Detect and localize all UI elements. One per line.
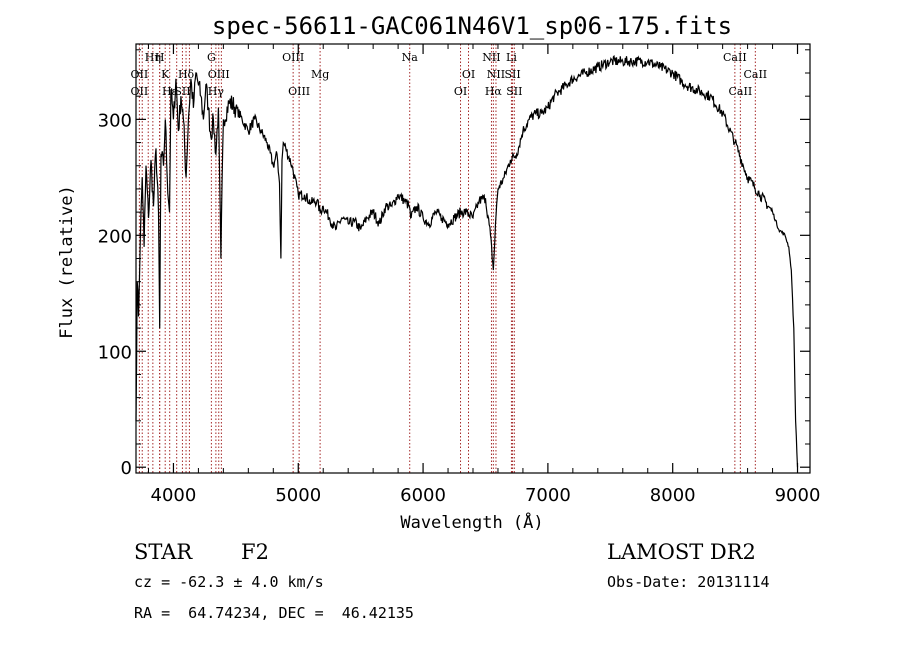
line-label-23: Hα — [485, 85, 503, 98]
y-tick-label-200: 200 — [98, 226, 132, 247]
x-tick-label-4000: 4000 — [151, 485, 197, 506]
y-axis-ticks: 0 100 200 300 — [98, 49, 810, 479]
line-label-18: Hε — [162, 85, 178, 98]
y-tick-label-100: 100 — [98, 342, 132, 363]
coordinates: RA = 64.74234, DEC = 46.42135 — [134, 604, 414, 622]
x-tick-label-7000: 7000 — [525, 485, 571, 506]
line-label-11: OIII — [208, 68, 230, 81]
line-label-4: Na — [402, 51, 419, 64]
line-label-10: Hδ — [178, 68, 195, 81]
line-label-13: OI — [462, 68, 475, 81]
emission-line-markers — [138, 44, 756, 473]
line-label-25: CaII — [729, 85, 753, 98]
line-label-24: SII — [506, 85, 522, 98]
line-label-0: Hη — [145, 51, 161, 64]
line-label-12: Mg — [311, 68, 329, 81]
line-label-2: G — [207, 51, 216, 64]
cz-value: cz = -62.3 ± 4.0 km/s — [134, 573, 324, 591]
line-label-19: SII — [174, 85, 190, 98]
line-label-1: H — [155, 51, 165, 64]
line-label-20: Hγ — [208, 85, 225, 98]
spectrum-series-line — [135, 54, 799, 468]
line-label-7: CaII — [723, 51, 747, 64]
x-axis-ticks: 4000 5000 6000 7000 8000 9000 — [147, 44, 821, 506]
line-label-22: OI — [454, 85, 467, 98]
y-axis-label: Flux (relative) — [57, 185, 77, 339]
line-label-17: OII — [131, 85, 149, 98]
subclass: F2 — [241, 540, 269, 564]
line-label-9: K — [161, 68, 170, 81]
y-tick-label-0: 0 — [121, 458, 132, 479]
chart-title: spec-56611-GAC061N46V1_sp06-175.fits — [212, 12, 732, 40]
y-tick-label-300: 300 — [98, 110, 132, 131]
line-label-3: OIII — [282, 51, 304, 64]
line-label-16: CaII — [743, 68, 767, 81]
line-label-14: NII — [487, 68, 505, 81]
object-type: STAR — [134, 540, 193, 564]
x-tick-label-6000: 6000 — [400, 485, 446, 506]
line-label-15: SII — [504, 68, 520, 81]
line-label-6: Li — [506, 51, 517, 64]
x-axis-label: Wavelength (Å) — [400, 511, 543, 533]
line-label-8: OII — [131, 68, 149, 81]
line-label-21: OIII — [288, 85, 310, 98]
line-label-5: NII — [482, 51, 500, 64]
survey-name: LAMOST DR2 — [607, 540, 756, 564]
x-tick-label-5000: 5000 — [275, 485, 321, 506]
obs-date: Obs-Date: 20131114 — [607, 573, 770, 591]
x-tick-label-9000: 9000 — [775, 485, 821, 506]
x-tick-label-8000: 8000 — [650, 485, 696, 506]
